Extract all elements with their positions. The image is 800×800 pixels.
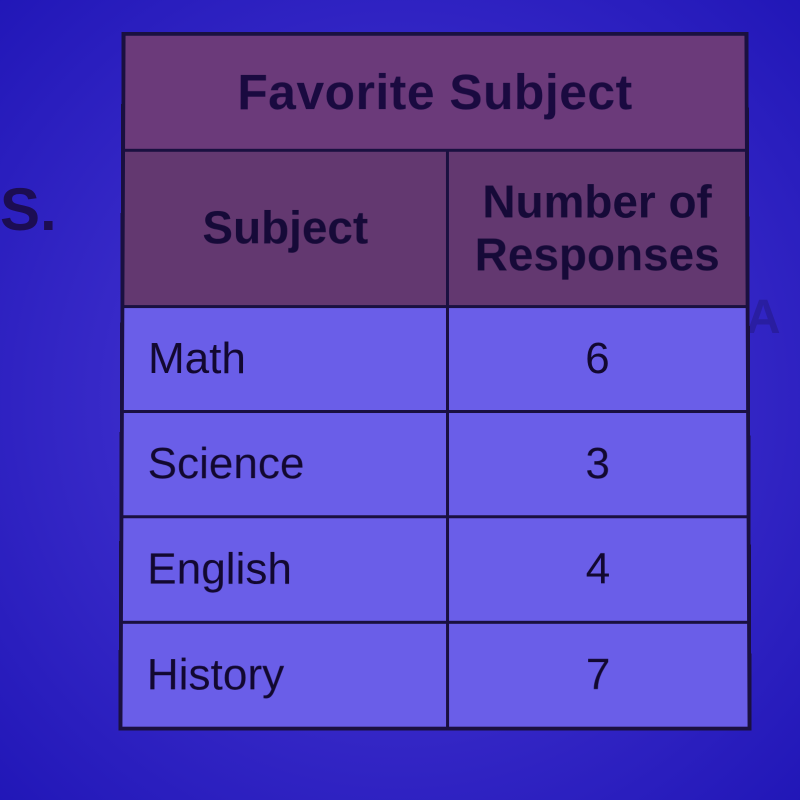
table-row: Math 6 <box>122 306 748 411</box>
table-title-row: Favorite Subject <box>123 34 747 151</box>
subject-cell: Math <box>122 306 448 411</box>
cropped-side-text: S. <box>0 175 57 244</box>
value-cell: 3 <box>448 411 749 516</box>
column-header-responses-line2: Responses <box>475 228 720 280</box>
table-header-row: Subject Number of Responses <box>122 150 747 306</box>
table-row: History 7 <box>120 622 749 728</box>
column-header-responses-line1: Number of <box>482 176 712 228</box>
subject-cell: History <box>120 622 447 728</box>
column-header-responses: Number of Responses <box>447 150 747 306</box>
table-row: Science 3 <box>121 411 748 516</box>
value-cell: 4 <box>448 517 750 623</box>
column-header-subject: Subject <box>122 150 447 306</box>
value-cell: 6 <box>448 306 749 411</box>
favorite-subject-table: Favorite Subject Subject Number of Respo… <box>118 32 751 731</box>
subject-cell: English <box>121 517 448 623</box>
table-title: Favorite Subject <box>123 34 747 151</box>
value-cell: 7 <box>448 622 750 728</box>
table-row: English 4 <box>121 517 749 623</box>
subject-cell: Science <box>121 411 447 516</box>
